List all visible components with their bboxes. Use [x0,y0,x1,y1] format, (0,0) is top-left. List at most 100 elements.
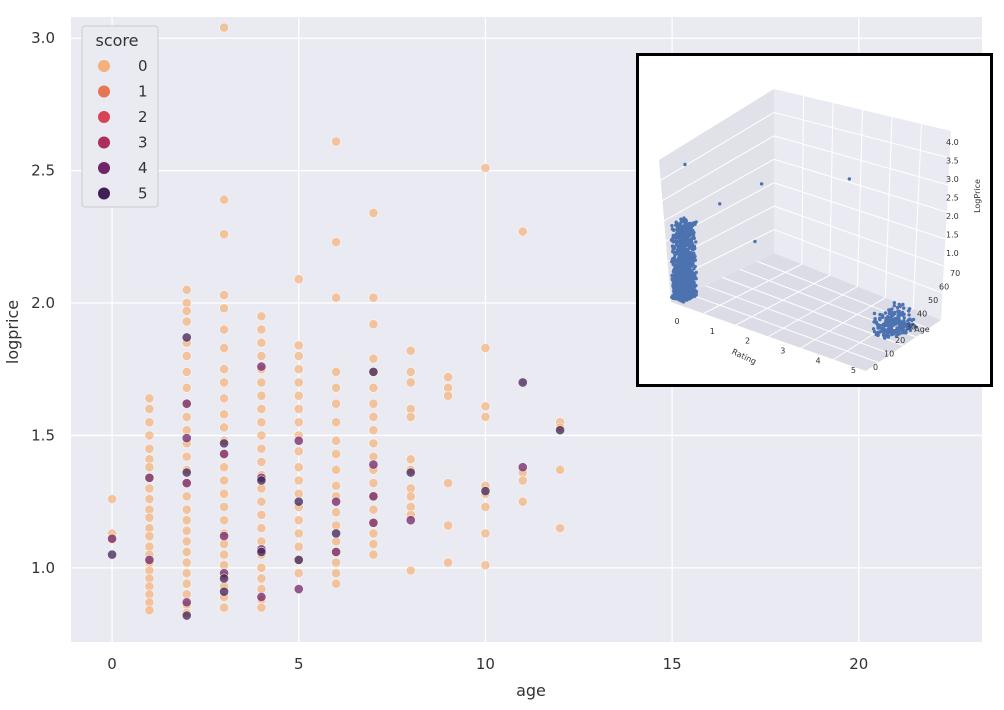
inset-y-tick: 60 [939,282,949,291]
inset-data-point [670,239,675,243]
data-point [443,372,453,383]
legend-box [81,25,159,208]
inset-data-point [680,284,684,289]
data-point [480,401,491,412]
inset-data-point [673,275,677,279]
inset-data-point [908,325,913,330]
data-point [219,409,229,420]
inset-data-point [678,272,682,276]
data-point [219,462,229,473]
inset-data-point [673,278,678,282]
data-point [256,337,267,348]
data-point [293,475,304,486]
data-point [219,488,229,499]
legend-marker [98,85,110,98]
inset-data-point [689,237,694,242]
inset-x-tick: 4 [816,356,821,365]
data-point [405,467,416,478]
data-point [555,425,566,436]
data-point [256,351,267,361]
data-point [181,382,192,393]
data-point [293,496,304,507]
inset-data-point [688,287,692,292]
data-point [368,319,379,330]
data-point [256,602,267,613]
inset-y-tick: 10 [884,350,894,359]
inset-data-point [692,221,696,225]
data-point [256,417,267,428]
data-point [331,568,341,579]
inset-y-tick: 30 [906,323,916,332]
data-point [293,515,304,526]
inset-data-point [681,273,686,277]
data-point [331,480,341,491]
data-point [181,411,192,422]
inset-data-point [691,276,695,280]
inset-y-axis-label: Age [914,325,930,334]
inset-data-point [682,217,687,222]
inset-data-point [693,258,698,262]
data-point [405,491,416,502]
y-tick-label: 2.5 [31,162,55,180]
inset-data-point [687,257,691,261]
inset-data-point [673,252,677,257]
data-point [144,483,155,494]
data-point [107,494,117,504]
data-point [144,512,155,523]
data-point [517,496,528,507]
data-point [480,560,491,571]
inset-data-point [886,315,890,319]
inset-data-point [691,290,696,294]
inset-data-point [689,264,694,268]
inset-x-tick: 2 [745,337,750,346]
inset-data-point [677,232,681,236]
legend-title: score [96,31,139,50]
data-point [219,290,229,300]
inset-z-tick: 1.0 [946,249,959,258]
inset-data-point [897,315,901,320]
data-point [219,475,229,486]
data-point [181,284,192,295]
inset-data-point [676,287,681,292]
data-point [331,507,341,518]
inset-data-point [887,311,891,316]
inset-z-tick: 1.5 [946,231,959,240]
data-point [144,531,155,541]
inset-data-point [907,308,911,312]
inset-data-point [878,312,882,317]
data-point [368,366,379,377]
inset-data-point [908,328,913,333]
data-point [181,504,192,515]
inset-grid [660,95,950,363]
inset-data-point [895,319,899,323]
inset-data-point [902,325,906,330]
inset-data-point [680,233,685,237]
data-point [181,467,192,478]
inset-data-point [687,241,692,246]
inset-data-point [676,251,680,255]
data-point [181,398,192,409]
inset-data-point [901,302,905,307]
data-point [517,462,528,473]
inset-data-point [892,304,896,308]
series-score-5 [107,332,566,621]
inset-z-tick: 2.5 [946,194,959,203]
inset-data-point [685,223,690,227]
data-point [144,404,155,414]
data-point [181,547,192,557]
data-point [181,451,192,462]
inset-grid-line [773,158,947,213]
inset-data-point [670,244,675,248]
data-point [144,417,155,428]
inset-x-tick: 5 [851,366,856,375]
data-point [256,404,267,414]
inset-data-points [669,162,917,340]
inset-grid-line [773,111,950,159]
data-point [368,504,379,515]
data-point [256,547,267,557]
inset-data-point [692,247,697,251]
inset-data-point [895,305,900,310]
data-point [219,573,229,584]
data-point [443,478,453,489]
inset-data-point [899,312,903,316]
